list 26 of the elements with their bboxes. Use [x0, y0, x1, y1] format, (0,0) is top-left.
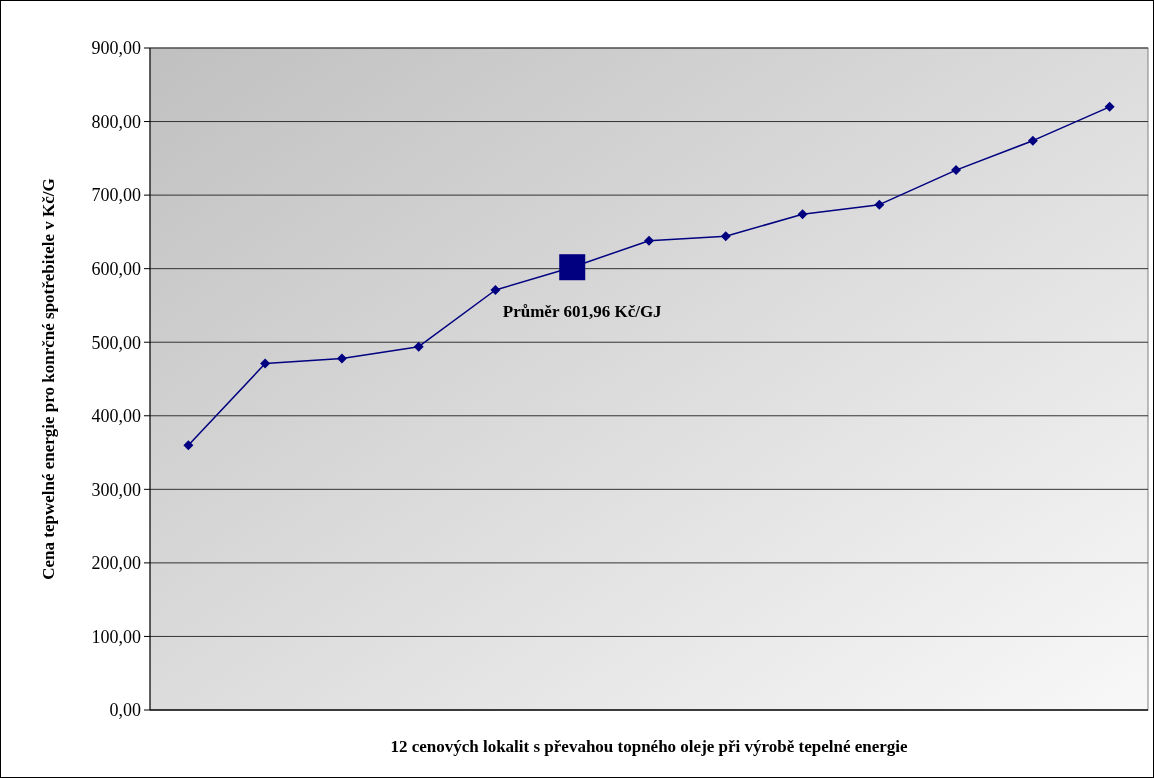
point: [644, 235, 654, 246]
point: [874, 199, 885, 210]
y-tick-label: 800,00: [91, 111, 141, 132]
point: [183, 440, 194, 451]
point: [559, 254, 586, 281]
annotation: Průměr 601,96 Kč/GJ: [502, 302, 663, 322]
point: [797, 209, 808, 220]
point: [490, 285, 501, 295]
y-tick-label: 600,00: [91, 258, 141, 279]
x-axis-title: 12 cenových lokalit s převahou topného oleje při výrobě tepelné energie: [390, 737, 909, 756]
point: [1027, 135, 1038, 146]
y-tick-label: 100,00: [91, 626, 141, 647]
point: [260, 358, 271, 369]
y-tick-label: 200,00: [91, 553, 141, 574]
point: [1104, 101, 1115, 112]
point: [413, 341, 424, 352]
y-tick-label: 700,00: [91, 185, 141, 206]
point: [336, 353, 347, 364]
y-tick-label: 500,00: [91, 332, 141, 353]
y-tick-label: 900,00: [91, 38, 141, 59]
y-tick-label: 400,00: [91, 406, 141, 427]
y-tick-label: 0,00: [109, 700, 141, 721]
point: [720, 231, 731, 242]
y-tick-label: 300,00: [91, 479, 141, 500]
y-axis-title: Cena tepwelné energie pro konrčné spotřebitele v Kč/G: [39, 178, 58, 580]
point: [951, 165, 962, 176]
